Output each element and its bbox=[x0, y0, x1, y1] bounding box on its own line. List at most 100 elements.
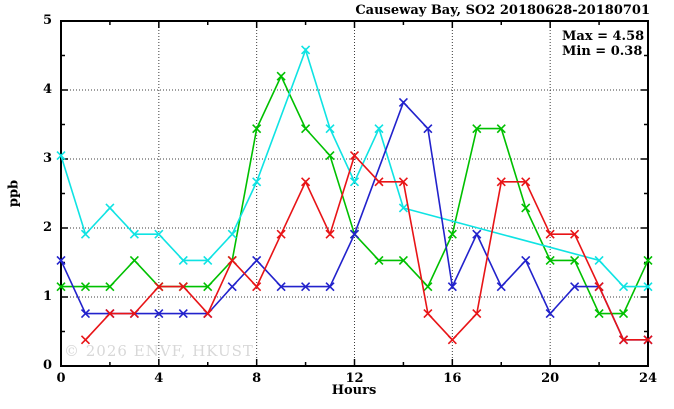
watermark: © 2026 ENVF, HKUST bbox=[64, 342, 254, 360]
point-marker-x bbox=[80, 229, 91, 239]
point-marker-x bbox=[203, 282, 213, 292]
y-tick-label-2: 2 bbox=[42, 220, 52, 235]
x-tick-label-12: 12 bbox=[345, 371, 364, 386]
point-marker-x bbox=[178, 282, 188, 292]
point-marker-x bbox=[56, 282, 66, 292]
x-tick-label-20: 20 bbox=[541, 371, 560, 386]
point-marker-x bbox=[325, 124, 335, 134]
point-marker-x bbox=[56, 150, 66, 161]
max-min-annotation: Max = 4.58 Min = 0.38 bbox=[562, 29, 644, 59]
point-marker-x bbox=[521, 203, 531, 213]
point-marker-x bbox=[472, 308, 482, 319]
y-tick-label-3: 3 bbox=[42, 151, 52, 166]
point-marker-x bbox=[643, 282, 653, 292]
point-marker-x bbox=[594, 282, 604, 292]
chart-title: Causeway Bay, SO2 20180628-20180701 bbox=[355, 3, 650, 18]
x-axis-label: Hours bbox=[331, 383, 377, 398]
point-marker-x bbox=[276, 229, 286, 239]
axis-ticks bbox=[60, 20, 649, 367]
point-marker-x bbox=[618, 282, 629, 292]
point-marker-x bbox=[398, 97, 408, 107]
point-marker-x bbox=[129, 255, 139, 265]
point-marker-x bbox=[129, 229, 139, 239]
x-tick-label-8: 8 bbox=[252, 371, 262, 386]
point-marker-x bbox=[349, 229, 360, 239]
point-marker-x bbox=[398, 203, 408, 213]
green-day-series bbox=[56, 71, 653, 319]
y-axis-label: ppb bbox=[6, 179, 22, 208]
point-marker-x bbox=[472, 124, 482, 134]
max-annotation: Max = 4.58 bbox=[562, 29, 645, 44]
point-marker-x bbox=[349, 177, 360, 187]
point-marker-x bbox=[276, 282, 286, 292]
red-day-series bbox=[80, 150, 653, 345]
point-marker-x bbox=[203, 255, 213, 265]
point-marker-x bbox=[643, 255, 653, 265]
plot-border bbox=[60, 20, 649, 367]
x-tick-label-24: 24 bbox=[638, 371, 658, 386]
x-tick-label-0: 0 bbox=[56, 371, 66, 386]
point-marker-x bbox=[227, 255, 237, 265]
y-tick-label-4: 4 bbox=[42, 82, 52, 97]
point-marker-x bbox=[80, 308, 91, 319]
point-marker-x bbox=[545, 255, 555, 265]
point-marker-x bbox=[252, 282, 262, 292]
point-marker-x bbox=[447, 335, 457, 345]
point-marker-x bbox=[447, 229, 457, 239]
point-marker-x bbox=[545, 308, 555, 319]
blue-day-series-line bbox=[60, 100, 648, 341]
y-tick-label-0: 0 bbox=[42, 358, 52, 373]
point-marker-x bbox=[301, 45, 311, 55]
min-annotation: Min = 0.38 bbox=[562, 44, 643, 59]
point-marker-x bbox=[594, 255, 604, 265]
gridlines bbox=[61, 21, 648, 366]
point-marker-x bbox=[545, 229, 555, 239]
point-marker-x bbox=[570, 282, 580, 292]
point-marker-x bbox=[56, 255, 66, 265]
point-marker-x bbox=[398, 177, 408, 187]
point-marker-x bbox=[594, 308, 604, 319]
point-marker-x bbox=[423, 282, 433, 292]
point-marker-x bbox=[203, 308, 213, 319]
point-marker-x bbox=[570, 229, 580, 239]
point-marker-x bbox=[301, 282, 311, 292]
point-marker-x bbox=[521, 255, 531, 265]
y-tick-label-5: 5 bbox=[42, 13, 52, 28]
point-marker-x bbox=[105, 203, 115, 213]
point-marker-x bbox=[301, 124, 311, 134]
point-marker-x bbox=[154, 308, 164, 319]
point-marker-x bbox=[496, 282, 506, 292]
point-marker-x bbox=[227, 229, 237, 239]
point-marker-x bbox=[252, 255, 262, 265]
point-marker-x bbox=[129, 308, 139, 319]
point-marker-x bbox=[496, 124, 506, 134]
point-marker-x bbox=[252, 124, 262, 134]
point-marker-x bbox=[325, 150, 335, 161]
point-marker-x bbox=[154, 282, 164, 292]
point-marker-x bbox=[374, 255, 384, 265]
point-marker-x bbox=[227, 282, 237, 292]
point-marker-x bbox=[105, 282, 115, 292]
point-marker-x bbox=[374, 124, 384, 134]
point-marker-x bbox=[178, 255, 188, 265]
point-marker-x bbox=[80, 282, 91, 292]
point-marker-x bbox=[447, 282, 457, 292]
point-marker-x bbox=[178, 308, 188, 319]
point-marker-x bbox=[496, 177, 506, 187]
cyan-day-series bbox=[56, 45, 653, 292]
point-marker-x bbox=[349, 150, 360, 161]
point-marker-x bbox=[618, 308, 629, 319]
point-marker-x bbox=[80, 335, 91, 345]
point-marker-x bbox=[472, 229, 482, 239]
red-day-series-line bbox=[84, 154, 648, 341]
point-marker-x bbox=[398, 255, 408, 265]
y-tick-label-1: 1 bbox=[42, 289, 52, 304]
point-marker-x bbox=[301, 177, 311, 187]
point-marker-x bbox=[252, 177, 262, 187]
point-marker-x bbox=[105, 308, 115, 319]
point-marker-x bbox=[276, 71, 286, 81]
point-marker-x bbox=[423, 124, 433, 134]
point-marker-x bbox=[325, 229, 335, 239]
x-tick-label-4: 4 bbox=[154, 371, 164, 386]
